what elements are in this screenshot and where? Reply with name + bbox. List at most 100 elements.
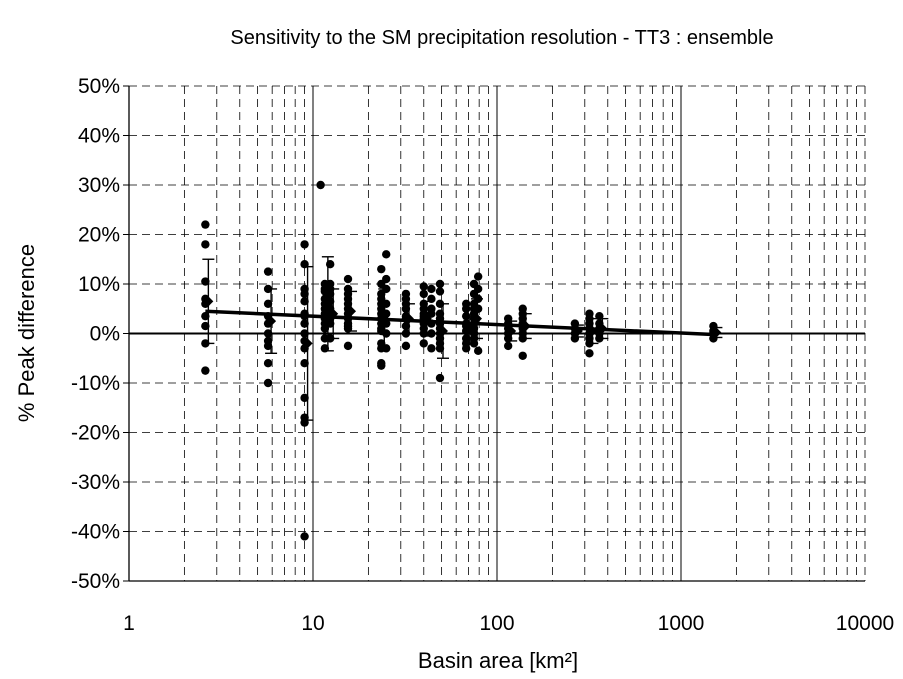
data-point [300, 289, 309, 299]
y-axis-label: % Peak difference [14, 244, 39, 422]
data-point [300, 319, 309, 328]
data-point [300, 393, 309, 403]
data-point [201, 366, 210, 375]
data-point [382, 274, 391, 284]
data-point [201, 311, 210, 321]
data-point [401, 341, 411, 351]
data-point [518, 334, 527, 343]
data-point [469, 339, 479, 348]
data-points [201, 180, 718, 541]
y-tick-label: 30% [78, 174, 120, 197]
data-point [325, 289, 335, 299]
x-tick-label: 1000 [658, 612, 705, 635]
data-point [435, 373, 445, 383]
y-tick-label: -30% [71, 471, 120, 494]
data-point [382, 299, 391, 308]
data-point [461, 344, 471, 353]
data-point [300, 418, 309, 427]
data-point [435, 287, 445, 296]
data-point [585, 349, 594, 358]
data-point [343, 324, 353, 333]
data-point [300, 344, 309, 353]
data-point [473, 346, 483, 356]
trend-line [205, 309, 714, 337]
data-point [435, 344, 445, 353]
data-point [382, 309, 391, 318]
y-tick-label: -20% [71, 422, 120, 445]
data-point [461, 311, 471, 321]
data-point [325, 334, 335, 343]
data-point [343, 341, 353, 351]
x-axis-label: Basin area [km²] [418, 648, 578, 673]
data-point [382, 319, 391, 328]
data-point [300, 240, 309, 249]
data-point [427, 309, 436, 318]
y-tick-label: 50% [78, 75, 120, 98]
data-point [320, 344, 330, 353]
data-point [263, 267, 273, 276]
data-point [427, 344, 436, 353]
data-point [595, 311, 604, 321]
data-point [325, 297, 335, 306]
data-point [300, 532, 309, 541]
data-point [201, 277, 210, 286]
data-point [201, 220, 210, 229]
data-point [401, 304, 411, 313]
data-point [401, 321, 411, 331]
data-point [461, 304, 471, 313]
data-point [503, 341, 513, 351]
data-point [263, 359, 273, 368]
y-tick-label: -50% [71, 570, 120, 593]
data-point [300, 260, 309, 269]
data-point [300, 359, 309, 368]
data-point [201, 240, 210, 249]
y-tick-label: 40% [78, 125, 120, 148]
data-point [435, 279, 445, 289]
y-tick-label: 10% [78, 273, 120, 296]
data-point [201, 321, 210, 331]
data-point [300, 336, 309, 346]
data-point [518, 351, 527, 360]
y-tick-label: -40% [71, 521, 120, 544]
data-point [382, 284, 391, 294]
data-point [435, 299, 445, 308]
data-point [300, 297, 309, 306]
data-point [473, 284, 483, 294]
data-point [325, 260, 335, 269]
data-point [263, 299, 273, 308]
data-point [503, 334, 513, 343]
data-point [201, 339, 210, 348]
data-point [427, 294, 436, 304]
data-point [316, 180, 325, 190]
x-tick-label: 10 [301, 612, 324, 635]
y-tick-label: 20% [78, 224, 120, 247]
data-point [343, 274, 353, 284]
x-tick-label: 1 [123, 612, 135, 635]
y-tick-label: 0% [90, 323, 120, 346]
tick-labels: 50% 40% 30% 20% 10% 0% -10% -20% -30% -40% -50%1 10… [71, 75, 894, 635]
x-tick-label: 100 [479, 612, 514, 635]
data-point [473, 272, 483, 281]
data-point [263, 319, 273, 328]
data-point [419, 339, 428, 348]
data-point [382, 250, 391, 259]
data-point [473, 304, 483, 313]
data-point [473, 294, 483, 304]
x-tick-label: 10000 [836, 612, 894, 635]
data-point [263, 341, 273, 351]
data-point [320, 324, 330, 333]
data-point [263, 378, 273, 388]
data-point [419, 289, 428, 299]
axes [123, 85, 865, 582]
data-point [325, 319, 335, 328]
data-point [570, 334, 580, 343]
data-point [263, 284, 273, 294]
data-point [377, 361, 386, 370]
data-point [427, 284, 436, 294]
data-point [377, 264, 386, 274]
data-point [419, 282, 428, 291]
data-point [595, 334, 604, 343]
chart-title: Sensitivity to the SM precipitation reso… [230, 27, 773, 49]
trend-line-group [205, 309, 714, 337]
